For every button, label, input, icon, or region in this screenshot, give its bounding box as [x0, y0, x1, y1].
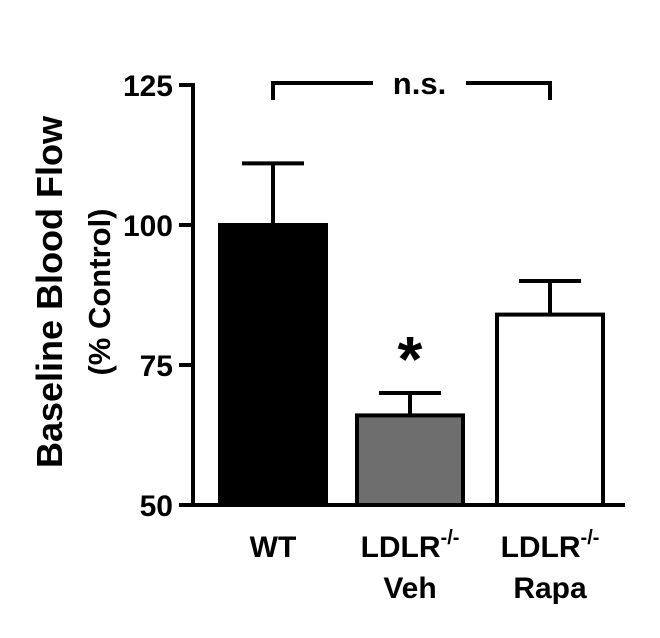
significance-label: n.s. — [393, 66, 446, 101]
bar — [218, 223, 328, 507]
bar — [355, 413, 465, 507]
x-tick-label: LDLR-/- — [501, 527, 600, 564]
y-axis-label-line2: (% Control) — [82, 208, 117, 375]
y-axis-label-line1: Baseline Blood Flow — [29, 115, 70, 468]
x-tick-label: LDLR-/- — [361, 527, 460, 564]
x-tick-label: WT — [250, 531, 297, 564]
bar — [495, 312, 605, 507]
plot-area: 50 75 100 125 WT LDLR-/- Veh LDLR-/- Rapa n.s. * — [123, 66, 625, 605]
y-tick-label: 100 — [123, 210, 173, 243]
x-tick-label-line2: Rapa — [513, 572, 587, 605]
significance-star: * — [398, 323, 423, 395]
y-tick-label: 75 — [140, 350, 173, 383]
y-tick-label: 125 — [123, 70, 173, 103]
y-tick-label: 50 — [140, 490, 173, 523]
y-axis-label: Baseline Blood Flow (% Control) — [29, 115, 117, 468]
x-tick-label-line2: Veh — [383, 572, 436, 605]
